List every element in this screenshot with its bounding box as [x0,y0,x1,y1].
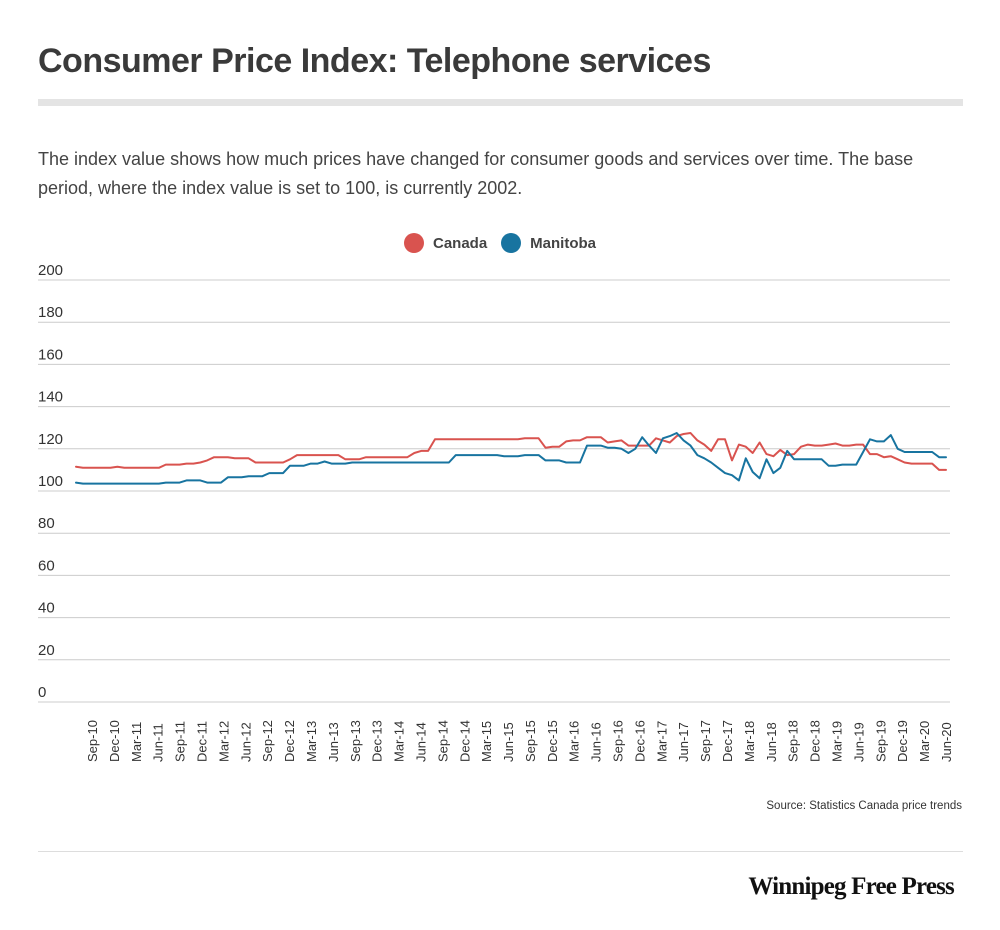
y-tick-label-20: 20 [38,642,55,659]
x-tick-label-jun-16: Jun-16 [589,722,604,762]
y-tick-label-0: 0 [38,684,46,701]
x-tick-label-jun-12: Jun-12 [238,722,253,762]
y-tick-label-80: 80 [38,515,55,532]
x-tick-label-jun-19: Jun-19 [851,722,866,762]
x-tick-label-dec-10: Dec-10 [107,720,122,762]
series-line-manitoba [75,432,947,485]
y-tick-label-100: 100 [38,473,63,490]
x-tick-label-mar-12: Mar-12 [216,721,231,762]
x-tick-label-mar-18: Mar-18 [742,721,757,762]
y-tick-label-140: 140 [38,389,63,406]
x-tick-label-sep-10: Sep-10 [85,720,100,762]
x-tick-label-sep-15: Sep-15 [523,720,538,762]
x-tick-label-jun-14: Jun-14 [413,722,428,762]
series-line-canada [75,432,947,471]
x-tick-label-dec-13: Dec-13 [370,720,385,762]
x-tick-label-sep-16: Sep-16 [611,720,626,762]
legend-label-canada: Canada [432,234,488,252]
y-tick-label-40: 40 [38,600,55,617]
chart-title: Consumer Price Index: Telephone services [38,42,711,80]
line-chart: 0 20 40 60 80 100 120 140 160 180 200 Sep-10 Dec-10 M… [38,262,954,762]
legend-swatch-canada [403,233,424,253]
chart-legend: Canada Manitoba [0,233,1000,253]
brand-logo: Winnipeg Free Press [748,873,954,900]
x-tick-label-jun-20: Jun-20 [939,722,954,762]
x-tick-label-dec-14: Dec-14 [457,720,472,762]
source-note: Source: Statistics Canada price trends [766,800,962,812]
x-tick-label-mar-19: Mar-19 [830,721,845,762]
legend-item-manitoba[interactable]: Manitoba [501,233,596,253]
title-divider [38,99,963,106]
y-tick-label-180: 180 [38,304,63,321]
x-tick-label-sep-11: Sep-11 [173,721,188,762]
x-tick-label-mar-17: Mar-17 [654,721,669,762]
x-tick-label-dec-16: Dec-16 [632,720,647,762]
x-tick-label-sep-18: Sep-18 [786,720,801,762]
x-tick-label-sep-14: Sep-14 [435,720,450,762]
x-tick-label-sep-19: Sep-19 [873,720,888,762]
legend-label-manitoba: Manitoba [530,234,597,252]
x-tick-label-jun-18: Jun-18 [764,722,779,762]
x-tick-label-dec-15: Dec-15 [545,720,560,762]
x-tick-label-mar-16: Mar-16 [567,721,582,762]
footer-divider [38,851,963,852]
y-tick-label-120: 120 [38,431,63,448]
x-tick-label-mar-11: Mar-11 [129,722,144,762]
x-tick-label-dec-19: Dec-19 [895,720,910,762]
x-tick-label-mar-20: Mar-20 [917,721,932,762]
x-tick-label-dec-12: Dec-12 [282,720,297,762]
y-tick-label-160: 160 [38,346,63,363]
x-tick-label-sep-13: Sep-13 [348,720,363,762]
y-tick-label-200: 200 [38,262,63,279]
x-tick-label-sep-12: Sep-12 [260,720,275,762]
x-tick-label-sep-17: Sep-17 [698,720,713,762]
x-tick-label-jun-15: Jun-15 [501,722,516,762]
chart-description: The index value shows how much prices ha… [38,149,914,198]
x-tick-label-jun-13: Jun-13 [326,722,341,762]
x-tick-label-jun-11: Jun-11 [151,723,166,762]
x-tick-label-dec-11: Dec-11 [194,721,209,762]
legend-item-canada[interactable]: Canada [403,233,488,253]
x-tick-label-dec-18: Dec-18 [808,720,823,762]
x-tick-label-mar-14: Mar-14 [392,721,407,762]
x-tick-label-mar-13: Mar-13 [304,721,319,762]
x-tick-label-dec-17: Dec-17 [720,720,735,762]
legend-swatch-manitoba [501,233,522,253]
x-tick-label-mar-15: Mar-15 [479,721,494,762]
y-tick-label-60: 60 [38,557,55,574]
x-tick-label-jun-17: Jun-17 [676,722,691,762]
